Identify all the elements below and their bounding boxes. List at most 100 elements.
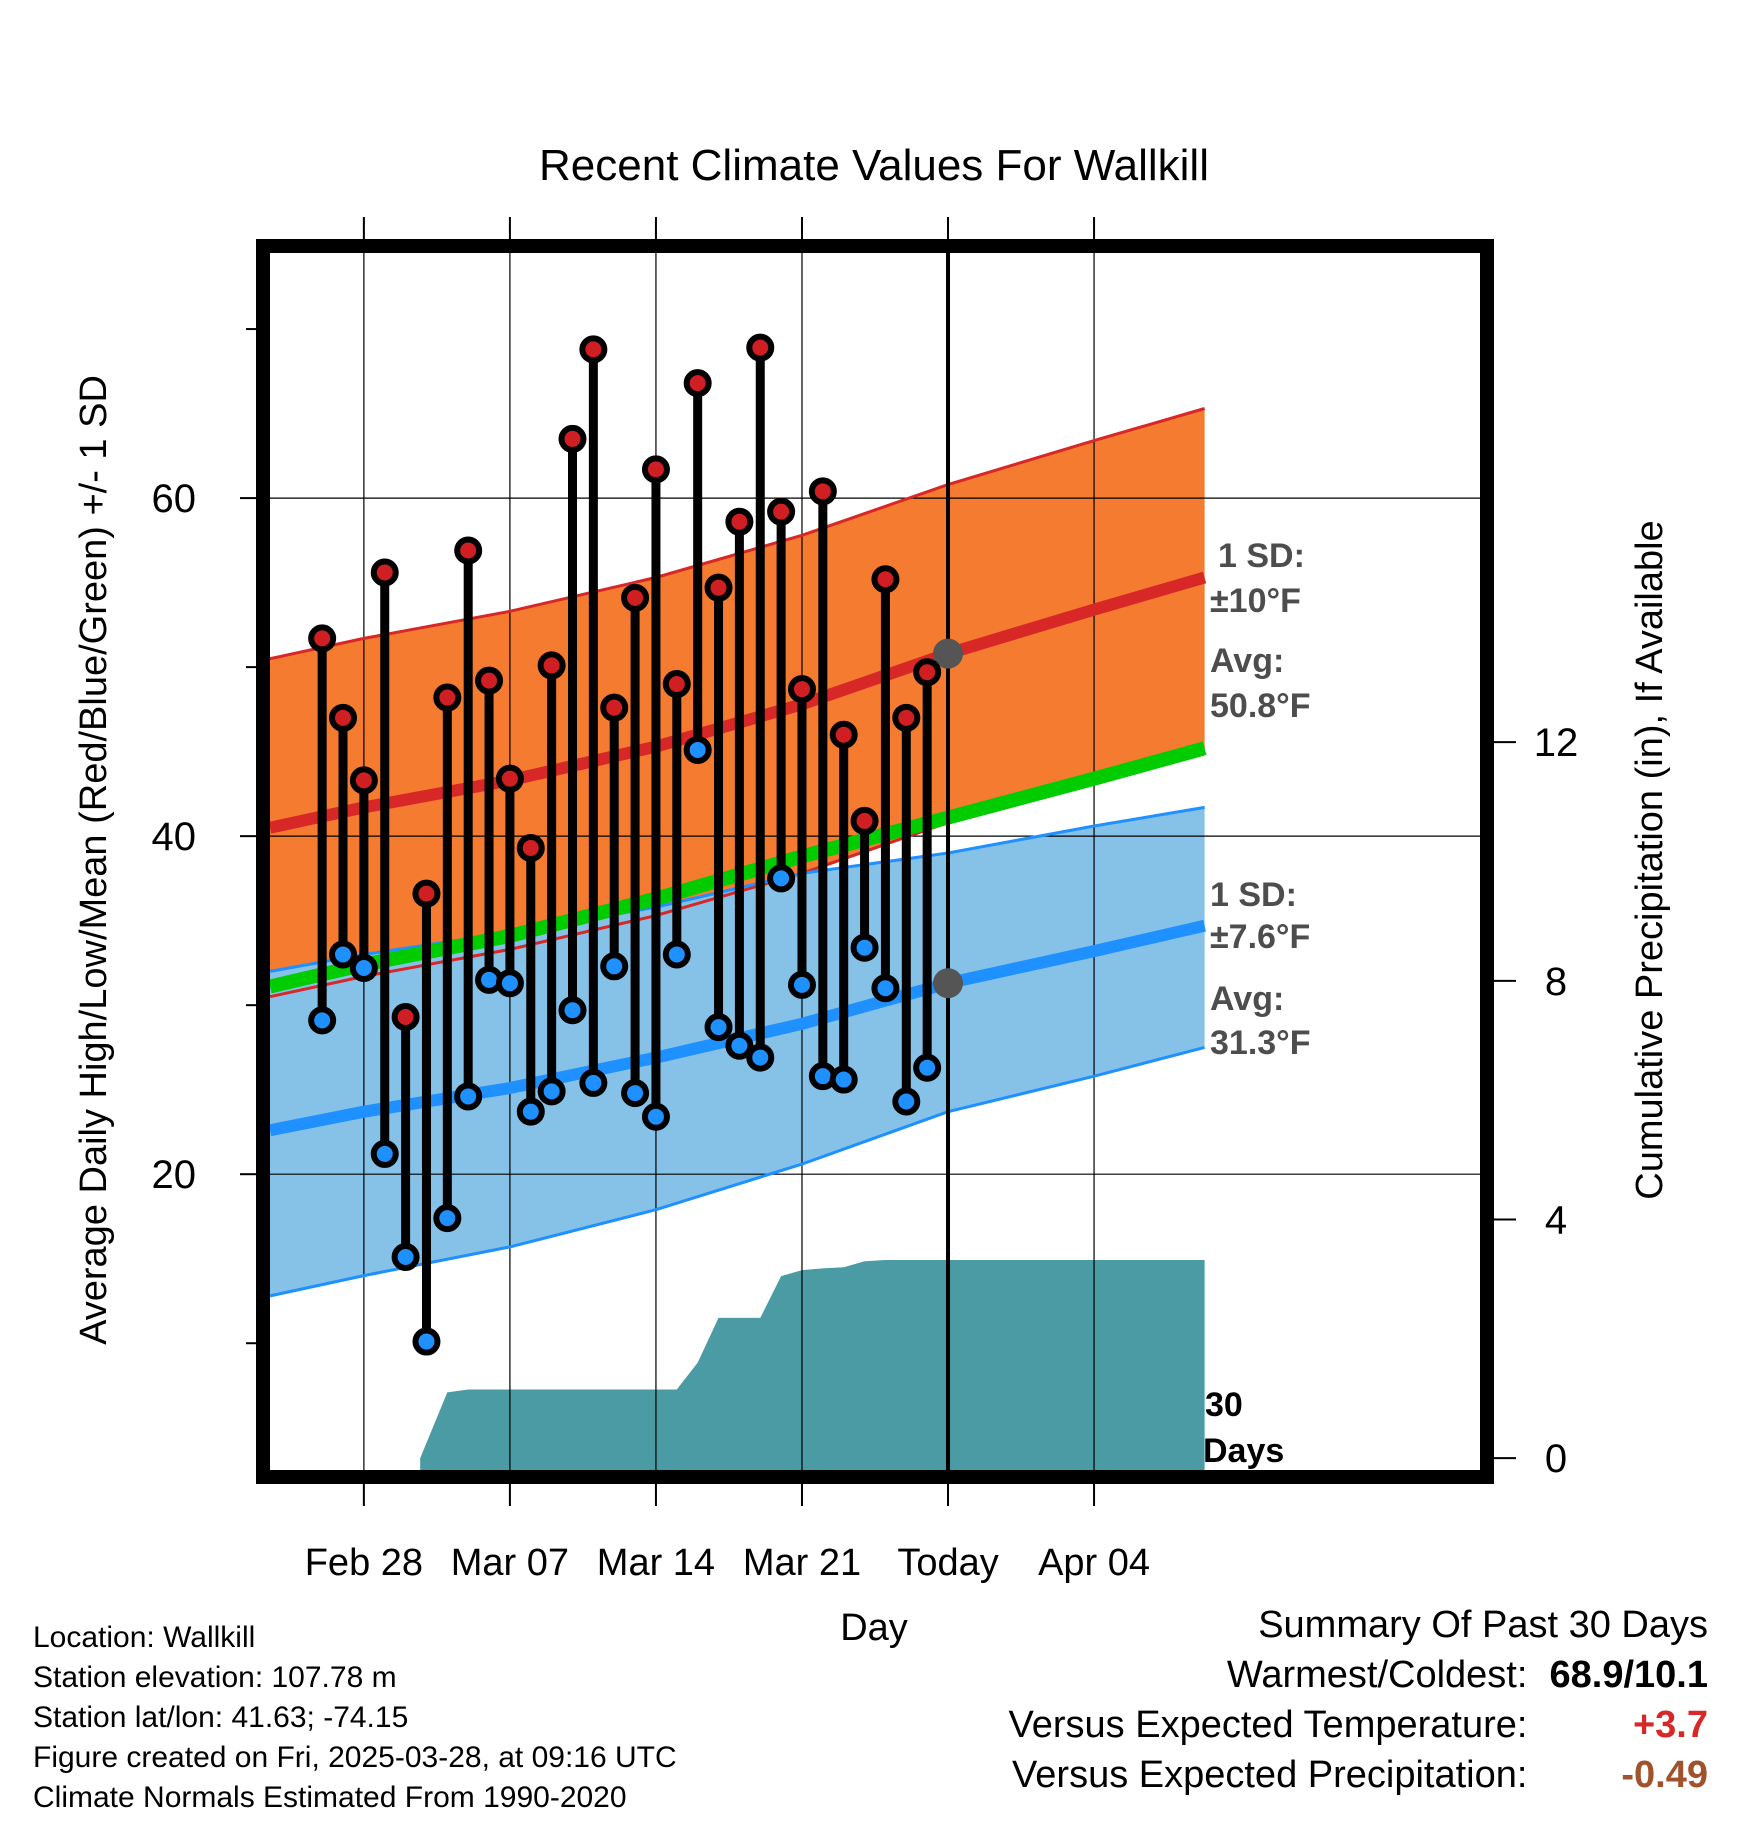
info-normals: Climate Normals Estimated From 1990-2020 (33, 1781, 627, 1814)
daily-high-point (600, 693, 629, 722)
daily-high-point (641, 455, 670, 484)
daily-low-point (516, 1097, 545, 1126)
daily-low-point (558, 996, 587, 1025)
x-tick-label: Mar 07 (451, 1542, 569, 1584)
daily-low-point (913, 1053, 942, 1082)
low-sd-value: ±7.6°F (1210, 918, 1310, 956)
daily-high-point (850, 806, 879, 835)
daily-low-point (704, 1013, 733, 1042)
daily-low-point (495, 969, 524, 998)
y2-tick-label: 0 (1545, 1437, 1567, 1481)
low-avg-label: Avg: (1210, 980, 1284, 1018)
daily-low-point (537, 1077, 566, 1106)
daily-high-point (516, 833, 545, 862)
daily-low-point (787, 970, 816, 999)
daily-high-point (767, 497, 796, 526)
y-tick-label: 60 (152, 477, 197, 521)
summary-precip-label: Versus Expected Precipitation: (1012, 1754, 1528, 1796)
info-latlon: Station lat/lon: 41.63; -74.15 (33, 1701, 409, 1734)
daily-high-point (871, 565, 900, 594)
y-tick-label: 40 (152, 815, 197, 859)
x-axis-label: Day (840, 1607, 908, 1649)
daily-high-point (829, 720, 858, 749)
station-info: Location: Wallkill Station elevation: 10… (33, 1618, 677, 1818)
info-created: Figure created on Fri, 2025-03-28, at 09… (33, 1741, 677, 1774)
daily-low-point (662, 940, 691, 969)
daily-high-point (892, 703, 921, 732)
daily-high-point (475, 666, 504, 695)
daily-low-point (641, 1102, 670, 1131)
info-location: Location: Wallkill (33, 1621, 256, 1654)
low-avg-value: 31.3°F (1210, 1024, 1311, 1062)
precip-area (420, 1260, 1205, 1470)
daily-low-point (370, 1139, 399, 1168)
info-elevation: Station elevation: 107.78 m (33, 1661, 397, 1694)
daily-low-point (892, 1087, 921, 1116)
summary-warmest-label: Warmest/Coldest: (1226, 1654, 1528, 1696)
daily-high-point (349, 766, 378, 795)
y-tick-label: 20 (152, 1153, 197, 1197)
high-avg-value: 50.8°F (1210, 687, 1311, 725)
summary-precip-value: -0.49 (1621, 1754, 1708, 1796)
daily-high-point (746, 333, 775, 362)
daily-high-point (621, 583, 650, 612)
x-tick-label: Mar 14 (597, 1542, 715, 1584)
summary-temp-value: +3.7 (1632, 1704, 1708, 1746)
low-sd-lower-line (269, 1045, 1205, 1298)
daily-low-point (746, 1043, 775, 1072)
daily-high-point (537, 651, 566, 680)
x-tick-label: Mar 21 (743, 1542, 861, 1584)
daily-high-point (662, 670, 691, 699)
high-avg-label: Avg: (1210, 642, 1284, 680)
daily-high-point (913, 658, 942, 687)
x-tick-label: Feb 28 (305, 1542, 423, 1584)
daily-high-point (433, 683, 462, 712)
daily-high-point (391, 1003, 420, 1032)
days-count: 30 (1205, 1386, 1243, 1424)
daily-low-point (329, 940, 358, 969)
high-sd-label: 1 SD: (1218, 537, 1305, 575)
daily-low-point (412, 1327, 441, 1356)
daily-high-point (495, 764, 524, 793)
plot-frame (256, 239, 1494, 1484)
daily-high-point (558, 424, 587, 453)
low-sd-label: 1 SD: (1210, 876, 1297, 914)
y2-tick-label: 8 (1545, 960, 1567, 1004)
daily-low-point (725, 1031, 754, 1060)
x-tick-label: Today (897, 1542, 998, 1584)
y-axis-label: Average Daily High/Low/Mean (Red/Blue/Gr… (73, 375, 115, 1345)
daily-high-point (787, 675, 816, 704)
daily-high-point (808, 477, 837, 506)
y2-tick-label: 12 (1534, 721, 1579, 765)
daily-low-point (579, 1068, 608, 1097)
daily-low-point (391, 1243, 420, 1272)
daily-high-point (725, 507, 754, 536)
daily-high-point (370, 558, 399, 587)
daily-low-point (600, 952, 629, 981)
x-tick-label: Apr 04 (1038, 1542, 1150, 1584)
daily-low-point (454, 1082, 483, 1111)
daily-low-point (683, 735, 712, 764)
daily-low-point (349, 953, 378, 982)
daily-high-point (454, 536, 483, 565)
summary-heading: Summary Of Past 30 Days (1258, 1604, 1708, 1646)
daily-low-point (767, 864, 796, 893)
daily-low-point (308, 1006, 337, 1035)
daily-high-point (683, 369, 712, 398)
plot-area (268, 253, 1480, 1470)
days-word: Days (1203, 1432, 1284, 1470)
chart-title: Recent Climate Values For Wallkill (539, 141, 1209, 190)
daily-high-point (579, 335, 608, 364)
daily-low-point (871, 974, 900, 1003)
summary-temp-label: Versus Expected Temperature: (1008, 1704, 1528, 1746)
today-low-avg-marker (933, 968, 964, 999)
summary-warmest-row: Warmest/Coldest: 68.9/10.1 (1009, 1650, 1708, 1700)
y2-axis-label: Cumulative Precipitation (in), If Availa… (1629, 520, 1671, 1199)
daily-low-point (621, 1079, 650, 1108)
summary-temp-row: Versus Expected Temperature: +3.7 (1009, 1700, 1708, 1750)
daily-high-point (329, 703, 358, 732)
daily-high-point (308, 624, 337, 653)
summary-panel: Summary Of Past 30 Days Warmest/Coldest:… (1009, 1600, 1708, 1800)
daily-low-point (850, 933, 879, 962)
